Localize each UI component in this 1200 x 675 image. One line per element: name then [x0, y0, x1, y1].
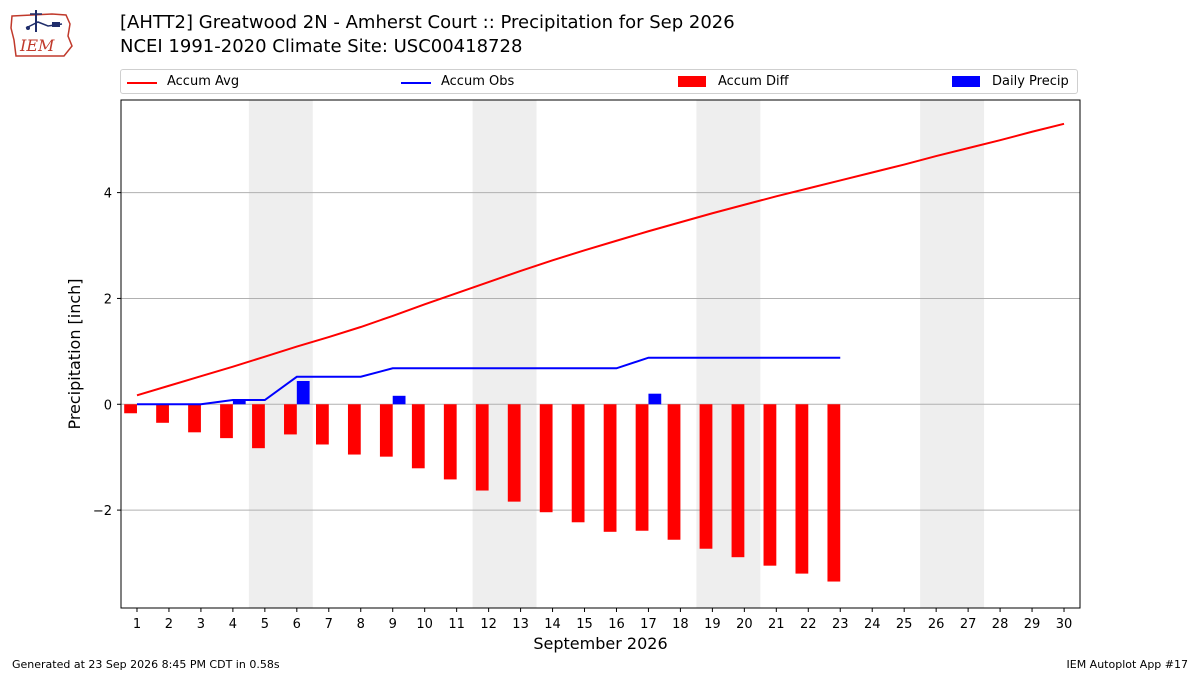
weekend-bands	[248, 100, 985, 608]
x-tick-label: 22	[800, 617, 817, 632]
legend-label: Accum Obs	[441, 74, 515, 89]
accum-diff-bar	[699, 404, 713, 549]
accum-diff-bar	[731, 404, 745, 558]
x-tick-label: 25	[896, 617, 913, 632]
logo-text: IEM	[19, 36, 55, 55]
accum-diff-bar	[571, 404, 585, 523]
x-tick-label: 9	[389, 617, 397, 632]
x-tick-label: 5	[261, 617, 269, 632]
accum-diff-bar	[347, 404, 361, 455]
legend-label: Daily Precip	[992, 74, 1069, 89]
accum-diff-bar	[284, 404, 297, 435]
x-tick-label: 17	[640, 617, 657, 632]
grid-lines	[121, 192, 1080, 511]
y-tick-label: 2	[104, 292, 112, 307]
y-tick-label: 4	[104, 187, 112, 202]
accum-avg-line	[136, 122, 1065, 397]
weekend-band	[920, 100, 985, 608]
accum-diff-bar	[188, 404, 201, 433]
page-title: [AHTT2] Greatwood 2N - Amherst Court :: …	[120, 12, 735, 33]
legend-label: Accum Diff	[718, 74, 789, 89]
weekend-band	[248, 100, 313, 608]
legend-bar-swatch-red	[678, 76, 706, 87]
x-tick-label: 26	[928, 617, 945, 632]
x-tick-label: 8	[357, 617, 365, 632]
daily-precip-bar	[648, 393, 662, 405]
daily-precip-bar	[232, 400, 246, 405]
accum-diff-bar	[667, 404, 681, 540]
x-tick-label: 19	[704, 617, 721, 632]
x-tick-label: 27	[960, 617, 977, 632]
chart-legend: Accum Avg Accum Obs Accum Diff Daily Pre…	[120, 69, 1078, 94]
accum-diff-bar	[156, 404, 169, 423]
plot-frame	[120, 99, 1081, 609]
accum-obs-line	[136, 356, 841, 406]
accum-diff-bar	[539, 404, 553, 513]
x-tick-label: 4	[229, 617, 237, 632]
accum-diff-bar	[443, 404, 457, 480]
y-axis-label: Precipitation [inch]	[65, 278, 84, 429]
x-tick-label: 1	[133, 617, 141, 632]
accum-diff-bar	[379, 404, 393, 457]
y-tick-label: 0	[104, 398, 112, 413]
accum-diff-bar	[252, 404, 265, 449]
accum-diff-bar	[475, 404, 489, 491]
line-marks	[136, 122, 1065, 406]
x-axis-label: September 2026	[533, 634, 667, 653]
x-tick-label: 2	[165, 617, 173, 632]
x-tick-label: 28	[992, 617, 1009, 632]
accum-diff-bar	[220, 404, 233, 439]
iem-state-map-logo-icon: IEM	[10, 10, 73, 57]
accum-diff-bar	[635, 404, 649, 531]
accum-diff-bar	[827, 404, 841, 582]
daily-precip-bar	[296, 380, 310, 405]
accum-diff-bar	[507, 404, 521, 502]
x-tick-label: 29	[1024, 617, 1041, 632]
x-tick-label: 21	[768, 617, 785, 632]
accum-diff-bar	[795, 404, 809, 574]
x-tick-label: 13	[512, 617, 529, 632]
x-tick-label: 10	[416, 617, 433, 632]
accum-diff-bar	[315, 404, 329, 445]
x-tick-label: 23	[832, 617, 849, 632]
accum-diff-bar	[411, 404, 425, 469]
y-tick-label: −2	[93, 504, 112, 519]
x-tick-label: 18	[672, 617, 689, 632]
legend-bar-swatch-blue	[952, 76, 980, 87]
x-tick-label: 11	[448, 617, 465, 632]
x-tick-label: 3	[197, 617, 205, 632]
x-tick-label: 30	[1056, 617, 1073, 632]
x-tick-label: 14	[544, 617, 561, 632]
accum-diff-bar	[124, 404, 137, 414]
app-credit: IEM Autoplot App #17	[1066, 658, 1189, 671]
x-tick-label: 24	[864, 617, 881, 632]
daily-precip-bar	[392, 395, 406, 405]
page-subtitle: NCEI 1991-2020 Climate Site: USC00418728	[120, 36, 523, 57]
legend-label: Accum Avg	[167, 74, 240, 89]
x-tick-label: 12	[480, 617, 497, 632]
x-tick-label: 6	[293, 617, 301, 632]
accum-diff-bar	[603, 404, 617, 532]
x-axis-ticks: 1 2 3 4 5 6 7 8 9 10 11 12 13 14 15 16 17 18 19 20 21 22 23 24 2…	[133, 608, 1072, 632]
y-axis-ticks: −2 0 2 4	[93, 187, 121, 519]
weekend-band	[472, 100, 537, 608]
bar-marks	[124, 380, 841, 582]
legend-line-swatch-red	[127, 82, 157, 84]
x-tick-label: 15	[576, 617, 593, 632]
x-tick-label: 20	[736, 617, 753, 632]
legend-line-swatch-blue	[401, 82, 431, 84]
x-tick-label: 7	[325, 617, 333, 632]
iem-logo[interactable]: IEM	[8, 6, 78, 64]
x-tick-label: 16	[608, 617, 625, 632]
generated-timestamp: Generated at 23 Sep 2026 8:45 PM CDT in …	[12, 658, 280, 671]
accum-diff-bar	[763, 404, 777, 566]
